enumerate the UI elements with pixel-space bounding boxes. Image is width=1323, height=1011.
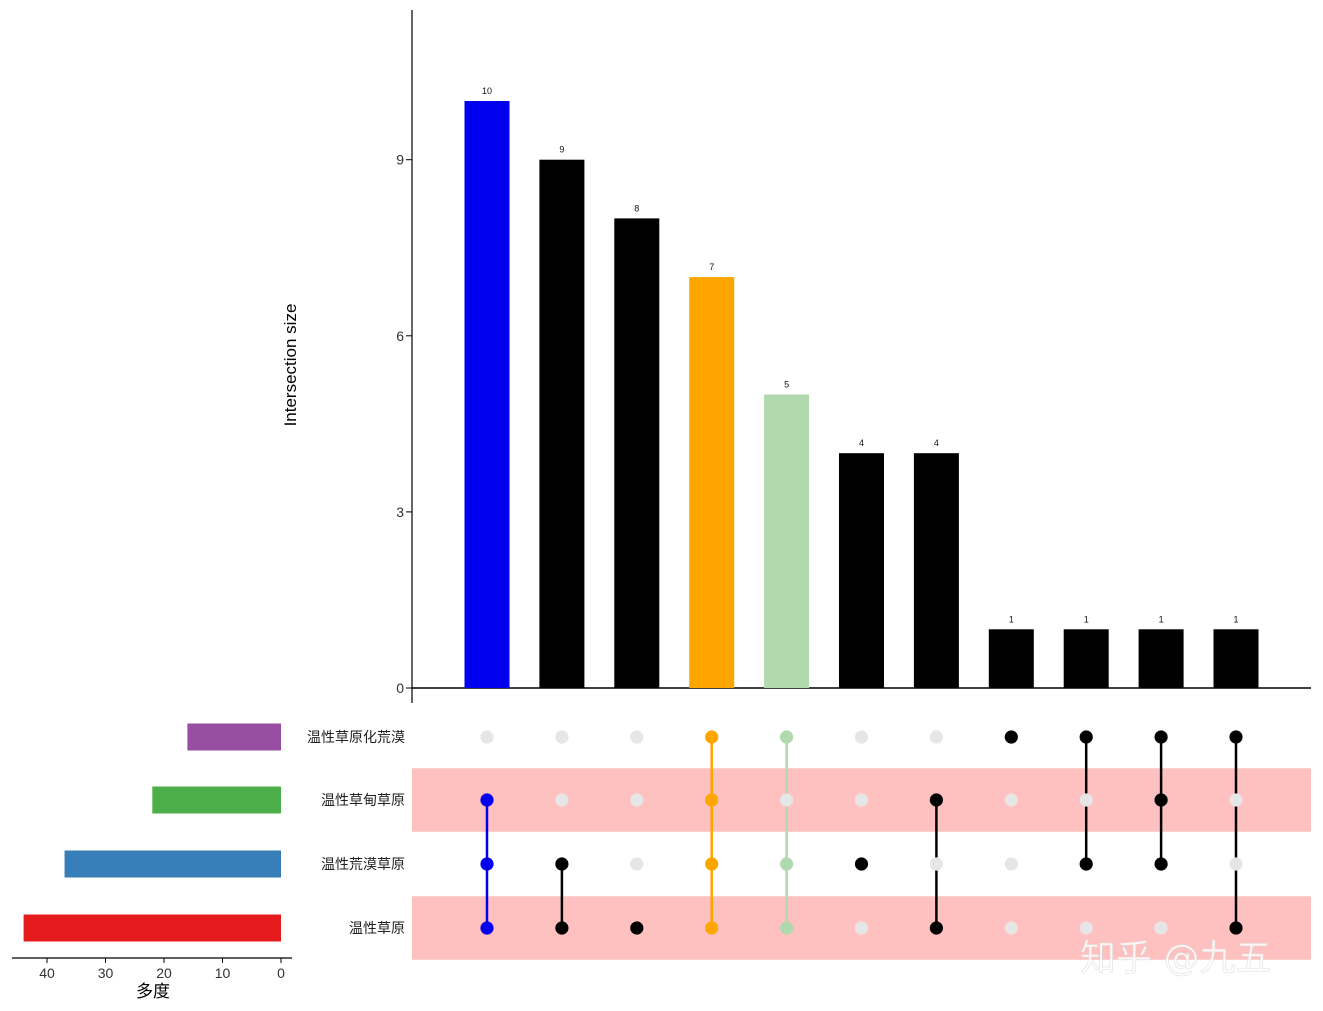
set-axis-tick-label: 20 <box>156 965 172 981</box>
matrix-dot-active <box>854 857 869 871</box>
matrix-dot-active <box>705 793 719 807</box>
matrix-dot-active <box>780 730 794 744</box>
intersection-bar <box>539 159 585 688</box>
matrix-dot-inactive <box>555 730 569 744</box>
bar-value-label: 1 <box>1009 614 1014 624</box>
matrix-dot-active <box>1154 730 1168 744</box>
matrix-dot-active <box>780 921 794 935</box>
bar-value-label: 4 <box>934 438 939 448</box>
matrix-dot-active <box>705 857 719 871</box>
matrix-dot-inactive <box>555 793 569 807</box>
matrix-dot-inactive <box>1079 793 1093 807</box>
set-size-axis: 40 30 20 10 0 <box>12 957 292 981</box>
matrix-dot-active <box>630 921 644 935</box>
set-size-bar <box>152 786 281 814</box>
intersection-bar <box>1063 629 1109 688</box>
matrix-dot-active <box>555 921 569 935</box>
intersection-bar <box>764 394 810 688</box>
matrix-dot-active <box>929 921 944 935</box>
bar-value-label: 7 <box>709 262 714 272</box>
intersection-bar <box>689 277 735 688</box>
bar-value-label: 8 <box>634 203 639 213</box>
set-size-axis-title: 多度 <box>136 982 170 1001</box>
set-size-bar <box>23 914 281 942</box>
set-axis-tick-label: 0 <box>277 965 285 981</box>
set-size-bar <box>187 723 281 751</box>
matrix-dot-active <box>555 857 569 871</box>
matrix-dot-inactive <box>1004 793 1018 807</box>
matrix-dot-inactive <box>1004 857 1018 871</box>
intersection-bar <box>1138 629 1184 688</box>
matrix-dot-inactive <box>1229 857 1243 871</box>
intersection-bar <box>614 218 660 688</box>
intersection-bar <box>988 629 1034 688</box>
set-label: 温性草甸草原 <box>321 793 405 809</box>
matrix-dot-inactive <box>1004 921 1018 935</box>
set-size-bars <box>23 723 281 942</box>
set-axis-tick-label: 30 <box>98 965 114 981</box>
matrix-dot-active <box>480 921 494 935</box>
matrix-dot-inactive <box>630 793 644 807</box>
matrix-dot-inactive <box>780 793 794 807</box>
matrix-dot-active <box>1154 793 1168 807</box>
bar-value-label: 1 <box>1233 614 1238 624</box>
matrix-dot-active <box>705 730 719 744</box>
matrix-dot-inactive <box>929 857 944 871</box>
set-label: 温性草原 <box>349 921 405 937</box>
intersection-bar <box>464 101 510 688</box>
matrix-dot-inactive <box>929 730 944 744</box>
matrix-dot-active <box>1154 857 1168 871</box>
bar-value-label: 5 <box>784 380 789 390</box>
matrix-dot-inactive <box>1229 793 1243 807</box>
set-axis-tick-label: 40 <box>39 965 55 981</box>
bar-value-label: 1 <box>1159 614 1164 624</box>
set-axis-tick-label: 10 <box>215 965 231 981</box>
matrix-dot-inactive <box>854 921 869 935</box>
bar-value-label: 10 <box>482 86 492 96</box>
intersection-bar <box>913 453 959 688</box>
y-tick-label: 3 <box>396 504 404 520</box>
matrix-dot-active <box>1229 921 1243 935</box>
matrix-dot-active <box>1079 730 1093 744</box>
intersection-bar <box>839 453 884 688</box>
intersection-size-label: Intersection size <box>281 304 300 427</box>
bar-value-label: 4 <box>859 438 864 448</box>
matrix-dot-active <box>1079 857 1093 871</box>
matrix-dot-active <box>780 857 794 871</box>
matrix-dot-active <box>480 793 494 807</box>
watermark: 知乎 @九五 <box>1080 938 1271 979</box>
intersection-matrix <box>480 730 1243 935</box>
matrix-dot-active <box>1229 730 1243 744</box>
set-size-bar <box>64 850 281 878</box>
matrix-dot-inactive <box>630 857 644 871</box>
intersection-bars: 10 9 8 7 5 4 4 1 1 1 1 <box>464 86 1259 688</box>
matrix-dot-inactive <box>630 730 644 744</box>
matrix-dot-inactive <box>480 730 494 744</box>
y-tick-label: 9 <box>396 152 404 168</box>
matrix-dot-active <box>1004 730 1018 744</box>
matrix-dot-inactive <box>1154 921 1168 935</box>
matrix-dot-active <box>480 857 494 871</box>
matrix-dot-active <box>705 921 719 935</box>
y-tick-label: 0 <box>396 680 404 696</box>
set-label: 温性荒漠草原 <box>321 857 405 873</box>
bar-value-label: 9 <box>559 145 564 155</box>
matrix-dot-active <box>929 793 944 807</box>
matrix-dot-inactive <box>1079 921 1093 935</box>
matrix-dot-inactive <box>854 730 869 744</box>
y-tick-label: 6 <box>396 328 404 344</box>
intersection-bar <box>1213 629 1259 688</box>
set-label: 温性草原化荒漠 <box>307 730 405 746</box>
matrix-dot-inactive <box>854 793 869 807</box>
bar-value-label: 1 <box>1084 614 1089 624</box>
